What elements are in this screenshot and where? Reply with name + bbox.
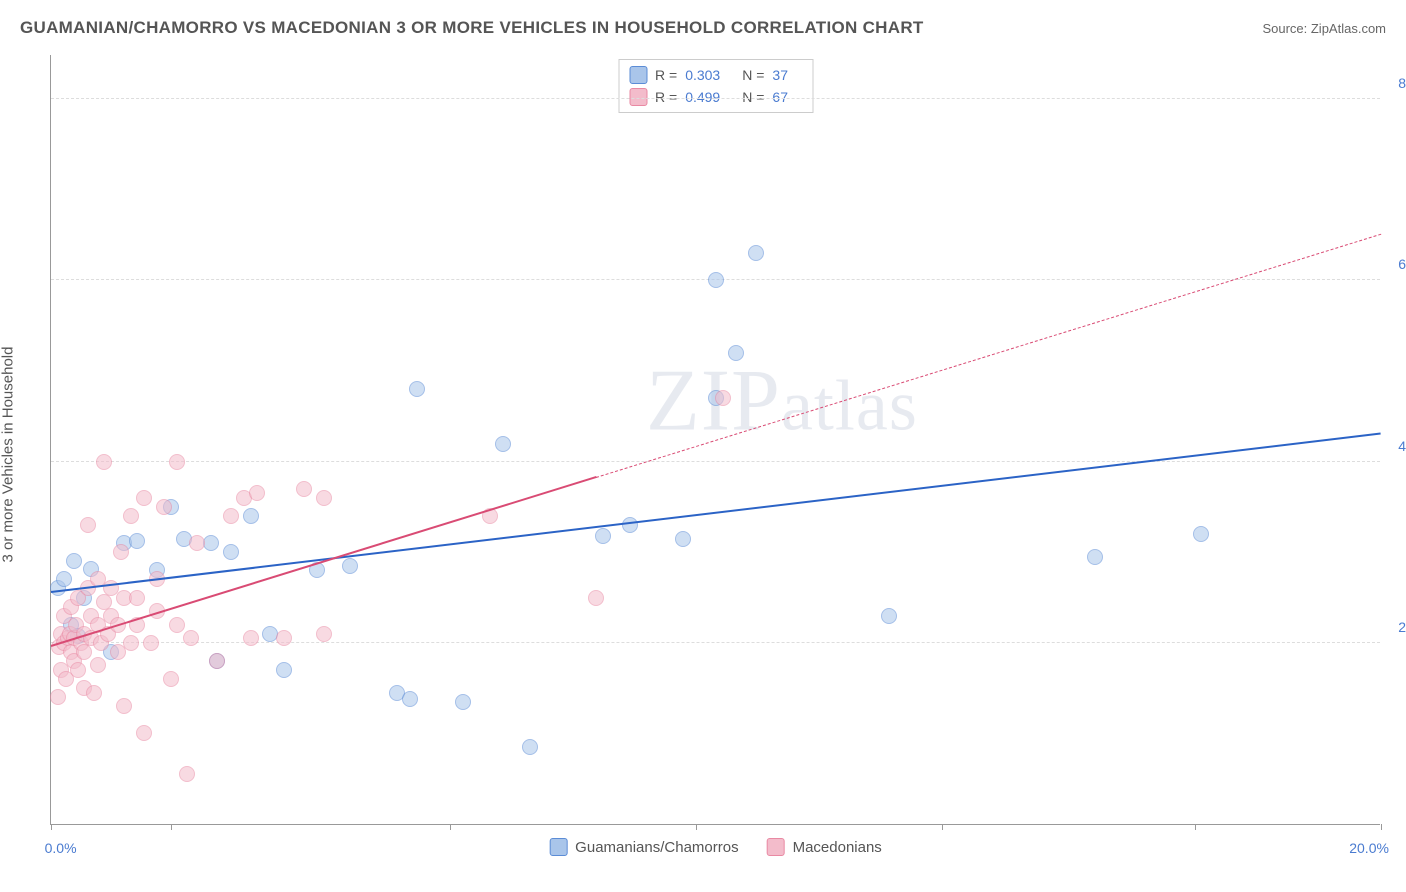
data-point bbox=[223, 508, 239, 524]
x-tick-mark bbox=[171, 824, 172, 830]
data-point bbox=[129, 533, 145, 549]
data-point bbox=[90, 657, 106, 673]
trend-line bbox=[596, 234, 1381, 478]
data-point bbox=[316, 626, 332, 642]
x-tick-mark bbox=[942, 824, 943, 830]
data-point bbox=[86, 685, 102, 701]
data-point bbox=[522, 739, 538, 755]
x-tick-label: 0.0% bbox=[45, 840, 77, 856]
legend-stats: R = 0.303 N = 37 R = 0.499 N = 67 bbox=[618, 59, 813, 113]
n-label: N = bbox=[742, 67, 764, 83]
y-axis-label: 3 or more Vehicles in Household bbox=[0, 347, 17, 563]
data-point bbox=[223, 544, 239, 560]
data-point bbox=[249, 485, 265, 501]
data-point bbox=[296, 481, 312, 497]
data-point bbox=[50, 689, 66, 705]
legend-swatch bbox=[549, 838, 567, 856]
data-point bbox=[66, 553, 82, 569]
y-tick-label: 80.0% bbox=[1398, 75, 1406, 91]
data-point bbox=[123, 635, 139, 651]
data-point bbox=[881, 608, 897, 624]
legend-item: Guamanians/Chamorros bbox=[549, 838, 738, 856]
legend-swatch bbox=[767, 838, 785, 856]
x-tick-mark bbox=[696, 824, 697, 830]
x-tick-mark bbox=[1195, 824, 1196, 830]
chart-title: GUAMANIAN/CHAMORRO VS MACEDONIAN 3 OR MO… bbox=[20, 18, 924, 38]
data-point bbox=[748, 245, 764, 261]
data-point bbox=[183, 630, 199, 646]
data-point bbox=[708, 272, 724, 288]
data-point bbox=[342, 558, 358, 574]
legend-stat-row: R = 0.499 N = 67 bbox=[629, 86, 802, 108]
data-point bbox=[70, 662, 86, 678]
data-point bbox=[588, 590, 604, 606]
data-point bbox=[113, 544, 129, 560]
legend-swatch bbox=[629, 88, 647, 106]
y-tick-label: 20.0% bbox=[1398, 619, 1406, 635]
data-point bbox=[595, 528, 611, 544]
data-point bbox=[80, 517, 96, 533]
x-tick-label: 20.0% bbox=[1349, 840, 1389, 856]
data-point bbox=[1193, 526, 1209, 542]
data-point bbox=[163, 671, 179, 687]
data-point bbox=[179, 766, 195, 782]
plot-area: ZIPatlas R =0.303N =37R =0.499N =67 Guam… bbox=[50, 55, 1380, 825]
data-point bbox=[495, 436, 511, 452]
x-tick-mark bbox=[51, 824, 52, 830]
data-point bbox=[169, 617, 185, 633]
data-point bbox=[116, 698, 132, 714]
data-point bbox=[409, 381, 425, 397]
r-label: R = bbox=[655, 89, 677, 105]
n-value: 37 bbox=[772, 67, 788, 83]
data-point bbox=[123, 508, 139, 524]
r-label: R = bbox=[655, 67, 677, 83]
data-point bbox=[169, 454, 185, 470]
data-point bbox=[316, 490, 332, 506]
watermark: ZIPatlas bbox=[646, 351, 918, 452]
source-label: Source: ZipAtlas.com bbox=[1262, 21, 1386, 36]
legend-swatch bbox=[629, 66, 647, 84]
data-point bbox=[728, 345, 744, 361]
data-point bbox=[402, 691, 418, 707]
n-label: N = bbox=[742, 89, 764, 105]
data-point bbox=[96, 454, 112, 470]
legend-label: Macedonians bbox=[793, 839, 882, 856]
n-value: 67 bbox=[772, 89, 788, 105]
data-point bbox=[622, 517, 638, 533]
data-point bbox=[276, 630, 292, 646]
legend-item: Macedonians bbox=[767, 838, 882, 856]
data-point bbox=[276, 662, 292, 678]
data-point bbox=[675, 531, 691, 547]
data-point bbox=[455, 694, 471, 710]
data-point bbox=[189, 535, 205, 551]
x-tick-mark bbox=[450, 824, 451, 830]
y-tick-label: 60.0% bbox=[1398, 256, 1406, 272]
data-point bbox=[715, 390, 731, 406]
gridline bbox=[51, 461, 1380, 462]
data-point bbox=[129, 590, 145, 606]
data-point bbox=[136, 490, 152, 506]
legend-series: Guamanians/Chamorros Macedonians bbox=[549, 838, 882, 856]
gridline bbox=[51, 98, 1380, 99]
data-point bbox=[143, 635, 159, 651]
legend-stat-row: R = 0.303 N = 37 bbox=[629, 64, 802, 86]
data-point bbox=[156, 499, 172, 515]
data-point bbox=[209, 653, 225, 669]
r-value: 0.303 bbox=[685, 67, 720, 83]
data-point bbox=[1087, 549, 1103, 565]
data-point bbox=[243, 508, 259, 524]
y-tick-label: 40.0% bbox=[1398, 438, 1406, 454]
data-point bbox=[56, 571, 72, 587]
x-tick-mark bbox=[1381, 824, 1382, 830]
data-point bbox=[243, 630, 259, 646]
r-value: 0.499 bbox=[685, 89, 720, 105]
legend-label: Guamanians/Chamorros bbox=[575, 839, 738, 856]
data-point bbox=[136, 725, 152, 741]
